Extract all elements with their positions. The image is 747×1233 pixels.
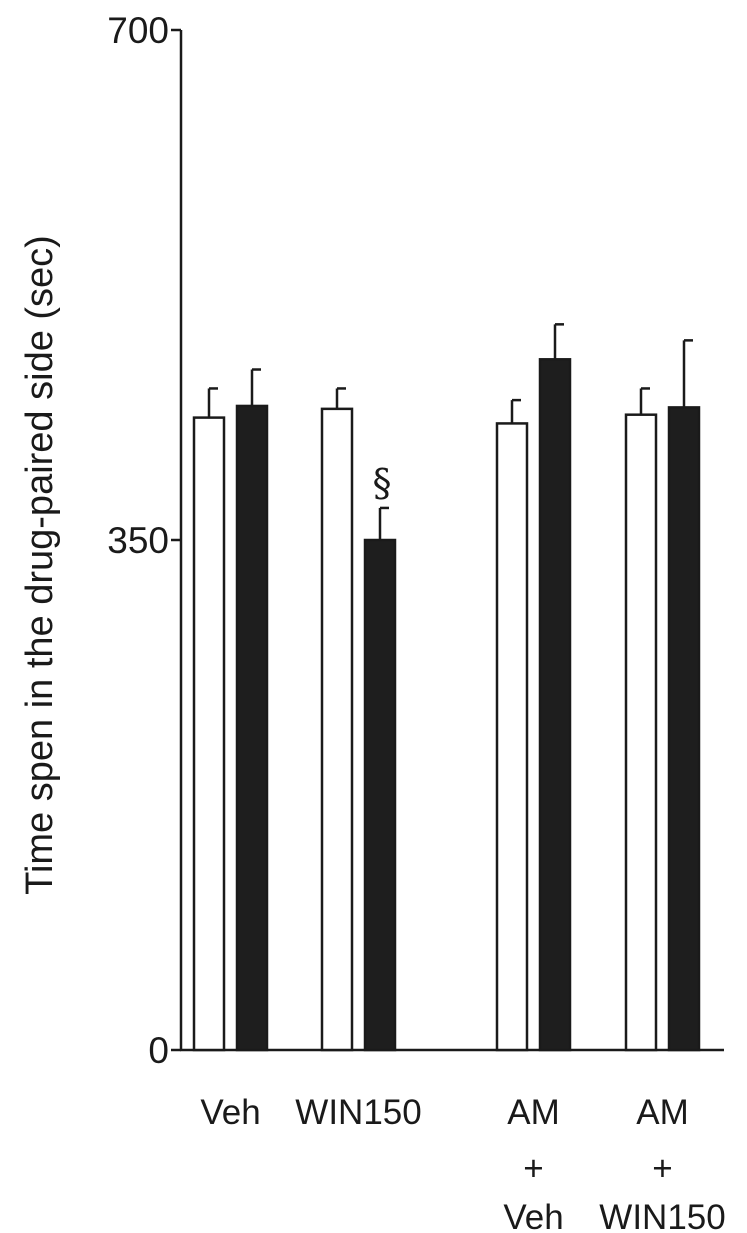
labels: 0 350 700 § Veh WIN150 AM + Veh AM + WIN150	[107, 10, 725, 1233]
bars	[192, 323, 701, 1052]
y-axis-title-group: Time spen in the drug-paired side (sec)	[19, 235, 61, 895]
y-tick-label-350: 350	[107, 520, 169, 561]
bar-s1-c0	[235, 404, 269, 1052]
category-label-2-line-1: +	[523, 1149, 543, 1188]
bar-s1-c3	[667, 406, 701, 1052]
bar-s0-c2	[495, 422, 529, 1052]
significance-marker-0: §	[373, 461, 392, 505]
category-label-3-line-2: WIN150	[599, 1198, 725, 1233]
category-label-1-line-0: WIN150	[295, 1093, 421, 1132]
y-tick-label-0: 0	[148, 1030, 169, 1071]
category-label-3-line-0: AM	[636, 1093, 689, 1132]
bar-s0-c0	[192, 416, 226, 1052]
category-label-2-line-0: AM	[507, 1093, 560, 1132]
y-tick-label-700: 700	[107, 10, 169, 51]
bar-s0-c1	[320, 407, 354, 1052]
category-label-3-line-1: +	[652, 1149, 672, 1188]
bar-s1-c2	[538, 358, 572, 1052]
category-label-2-line-2: Veh	[503, 1198, 563, 1233]
bar-s1-c1	[363, 538, 397, 1052]
y-axis-title: Time spen in the drug-paired side (sec)	[19, 235, 61, 895]
category-label-0-line-0: Veh	[200, 1093, 260, 1132]
bar-s0-c3	[624, 413, 658, 1052]
